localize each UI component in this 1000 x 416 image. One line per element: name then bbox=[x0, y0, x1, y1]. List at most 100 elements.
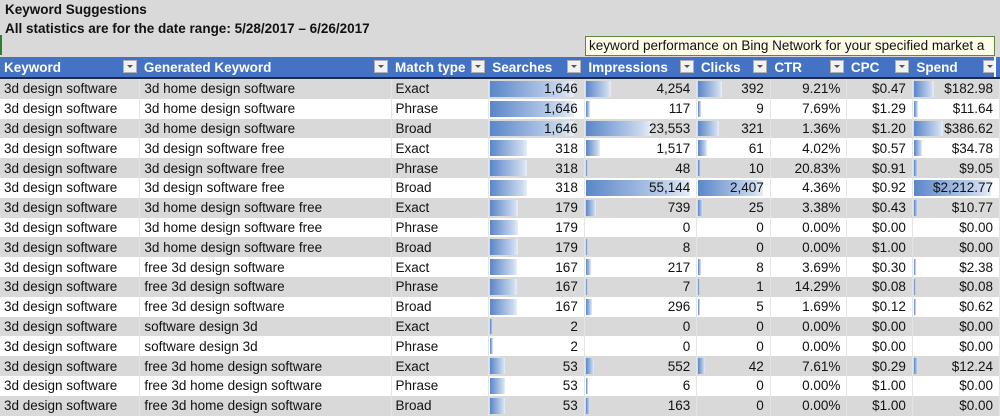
cell-match[interactable]: Phrase bbox=[391, 375, 489, 396]
cell-searches[interactable]: 53 bbox=[488, 395, 585, 416]
cell-spend[interactable]: $34.78 bbox=[912, 138, 1000, 159]
cell-clicks[interactable]: 0 bbox=[696, 237, 771, 258]
cell-ctr[interactable]: 0.00% bbox=[770, 375, 848, 396]
cell-cpc[interactable]: $0.00 bbox=[846, 316, 913, 337]
filter-dropdown-icon[interactable] bbox=[679, 60, 694, 73]
cell-spend[interactable]: $0.08 bbox=[912, 276, 1000, 297]
cell-spend[interactable]: $10.77 bbox=[912, 197, 1000, 218]
cell-impressions[interactable]: 739 bbox=[584, 197, 698, 218]
cell-ctr[interactable]: 0.00% bbox=[770, 336, 848, 357]
cell-generated[interactable]: 3d design software free bbox=[139, 138, 392, 159]
cell-spend[interactable]: $0.00 bbox=[912, 336, 1000, 357]
cell-cpc[interactable]: $0.00 bbox=[846, 336, 913, 357]
cell-impressions[interactable]: 0 bbox=[584, 217, 698, 238]
cell-keyword[interactable]: 3d design software bbox=[0, 375, 141, 396]
cell-searches[interactable]: 1,646 bbox=[488, 78, 585, 99]
cell-impressions[interactable]: 1,517 bbox=[584, 138, 698, 159]
cell-cpc[interactable]: $1.00 bbox=[846, 395, 913, 416]
cell-ctr[interactable]: 20.83% bbox=[770, 158, 848, 178]
cell-cpc[interactable]: $0.00 bbox=[846, 217, 913, 238]
column-header-searches[interactable]: Searches bbox=[488, 57, 585, 79]
cell-spend[interactable]: $0.00 bbox=[912, 237, 1000, 258]
cell-spend[interactable]: $386.62 bbox=[912, 118, 1000, 139]
cell-cpc[interactable]: $0.08 bbox=[846, 276, 913, 297]
cell-impressions[interactable]: 296 bbox=[584, 296, 698, 317]
cell-clicks[interactable]: 392 bbox=[696, 78, 771, 99]
cell-impressions[interactable]: 6 bbox=[584, 375, 698, 396]
cell-spend[interactable]: $12.24 bbox=[912, 356, 1000, 376]
cell-ctr[interactable]: 3.38% bbox=[770, 197, 848, 218]
cell-generated[interactable]: free 3d design software bbox=[139, 296, 392, 317]
column-header-generated[interactable]: Generated Keyword bbox=[139, 57, 391, 79]
cell-spend[interactable]: $182.98 bbox=[912, 78, 1000, 99]
cell-keyword[interactable]: 3d design software bbox=[0, 197, 141, 218]
cell-generated[interactable]: free 3d home design software bbox=[139, 375, 392, 396]
cell-ctr[interactable]: 7.61% bbox=[770, 356, 848, 376]
cell-keyword[interactable]: 3d design software bbox=[0, 78, 141, 99]
cell-clicks[interactable]: 10 bbox=[696, 158, 771, 178]
cell-match[interactable]: Broad bbox=[391, 237, 489, 258]
cell-impressions[interactable]: 48 bbox=[584, 158, 698, 178]
cell-match[interactable]: Broad bbox=[391, 296, 489, 317]
column-header-keyword[interactable]: Keyword bbox=[0, 57, 140, 79]
cell-impressions[interactable]: 7 bbox=[584, 276, 698, 297]
cell-generated[interactable]: 3d design software free bbox=[139, 158, 392, 178]
cell-match[interactable]: Exact bbox=[391, 257, 489, 277]
cell-impressions[interactable]: 23,553 bbox=[584, 118, 698, 139]
cell-match[interactable]: Phrase bbox=[391, 336, 489, 357]
cell-ctr[interactable]: 3.69% bbox=[770, 257, 848, 277]
cell-impressions[interactable]: 0 bbox=[584, 316, 698, 337]
cell-searches[interactable]: 53 bbox=[488, 375, 585, 396]
cell-impressions[interactable]: 4,254 bbox=[584, 78, 698, 99]
cell-keyword[interactable]: 3d design software bbox=[0, 158, 141, 178]
cell-cpc[interactable]: $1.20 bbox=[846, 118, 913, 139]
cell-keyword[interactable]: 3d design software bbox=[0, 336, 141, 357]
cell-clicks[interactable]: 2,407 bbox=[696, 177, 771, 198]
cell-keyword[interactable]: 3d design software bbox=[0, 257, 141, 277]
cell-clicks[interactable]: 0 bbox=[696, 336, 771, 357]
cell-searches[interactable]: 167 bbox=[488, 276, 585, 297]
cell-searches[interactable]: 179 bbox=[488, 237, 585, 258]
cell-clicks[interactable]: 1 bbox=[696, 276, 771, 297]
cell-clicks[interactable]: 0 bbox=[696, 395, 771, 416]
cell-searches[interactable]: 2 bbox=[488, 336, 585, 357]
cell-searches[interactable]: 167 bbox=[488, 257, 585, 277]
filter-dropdown-icon[interactable] bbox=[829, 60, 844, 73]
cell-keyword[interactable]: 3d design software bbox=[0, 296, 141, 317]
cell-clicks[interactable]: 0 bbox=[696, 375, 771, 396]
column-header-spend[interactable]: Spend bbox=[912, 57, 1000, 79]
cell-cpc[interactable]: $0.57 bbox=[846, 138, 913, 159]
cell-generated[interactable]: 3d home design software bbox=[139, 118, 392, 139]
filter-dropdown-icon[interactable] bbox=[471, 60, 486, 73]
cell-generated[interactable]: free 3d design software bbox=[139, 276, 392, 297]
cell-cpc[interactable]: $0.92 bbox=[846, 177, 913, 198]
cell-spend[interactable]: $2.38 bbox=[912, 257, 1000, 277]
cell-searches[interactable]: 318 bbox=[488, 138, 585, 159]
cell-match[interactable]: Exact bbox=[391, 316, 489, 337]
cell-match[interactable]: Broad bbox=[391, 395, 489, 416]
cell-searches[interactable]: 179 bbox=[488, 217, 585, 238]
cell-ctr[interactable]: 0.00% bbox=[770, 237, 848, 258]
cell-clicks[interactable]: 321 bbox=[696, 118, 771, 139]
cell-clicks[interactable]: 8 bbox=[696, 257, 771, 277]
cell-searches[interactable]: 1,646 bbox=[488, 118, 585, 139]
cell-ctr[interactable]: 0.00% bbox=[770, 217, 848, 238]
cell-spend[interactable]: $0.00 bbox=[912, 395, 1000, 416]
cell-generated[interactable]: 3d home design software free bbox=[139, 237, 392, 258]
cell-spend[interactable]: $2,212.77 bbox=[912, 177, 1000, 198]
cell-ctr[interactable]: 4.02% bbox=[770, 138, 848, 159]
cell-match[interactable]: Phrase bbox=[391, 98, 489, 119]
cell-generated[interactable]: 3d home design software free bbox=[139, 197, 392, 218]
cell-cpc[interactable]: $1.00 bbox=[846, 237, 913, 258]
cell-searches[interactable]: 318 bbox=[488, 177, 585, 198]
cell-keyword[interactable]: 3d design software bbox=[0, 138, 141, 159]
cell-ctr[interactable]: 0.00% bbox=[770, 316, 848, 337]
cell-ctr[interactable]: 9.21% bbox=[770, 78, 848, 99]
cell-searches[interactable]: 1,646 bbox=[488, 98, 585, 119]
cell-cpc[interactable]: $0.91 bbox=[846, 158, 913, 178]
cell-cpc[interactable]: $1.00 bbox=[846, 375, 913, 396]
cell-match[interactable]: Exact bbox=[391, 138, 489, 159]
cell-searches[interactable]: 167 bbox=[488, 296, 585, 317]
column-header-ctr[interactable]: CTR bbox=[770, 57, 847, 79]
cell-match[interactable]: Phrase bbox=[391, 276, 489, 297]
